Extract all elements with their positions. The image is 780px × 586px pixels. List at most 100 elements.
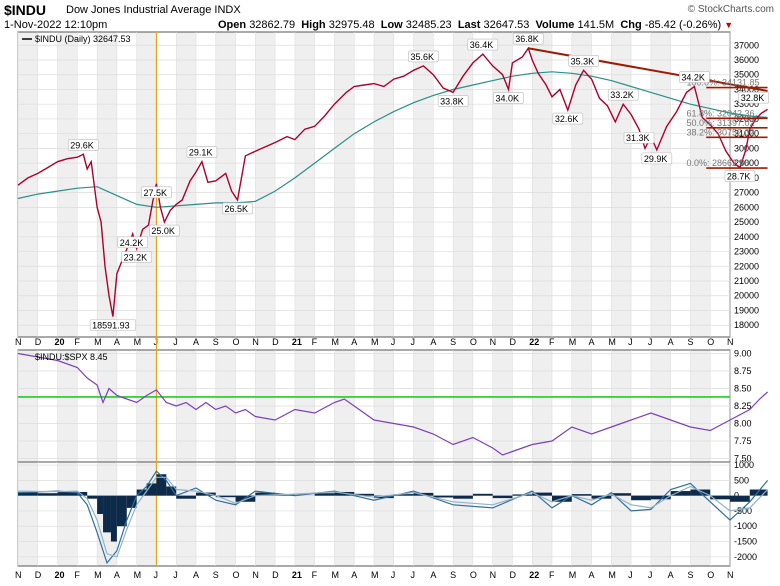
- month-tick-label: N: [727, 337, 734, 347]
- month-tick-label: O: [707, 337, 714, 347]
- histogram-bar: [136, 489, 147, 496]
- month-tick-label: J: [648, 570, 653, 580]
- price-ytick-label: 20000: [734, 291, 759, 301]
- month-tick-label: M: [371, 570, 379, 580]
- month-tick-label: M: [331, 337, 339, 347]
- price-ytick-label: 36000: [734, 55, 759, 65]
- price-annotation-box: [512, 32, 544, 45]
- month-tick-label: J: [173, 337, 178, 347]
- low-label: Low: [380, 19, 403, 31]
- fib-level-label: 38.2%: 30752.02: [686, 127, 754, 137]
- histogram-bar: [571, 494, 592, 496]
- price-shade-band: [453, 32, 473, 337]
- symbol-label: $INDU: [4, 2, 47, 18]
- price-shade-band: [57, 32, 78, 337]
- month-tick-label: N: [15, 337, 22, 347]
- price-shade-band: [611, 32, 632, 337]
- price-annotation-box: [141, 186, 172, 199]
- oscillator-shade-band: [690, 462, 711, 566]
- price-annotation-label: 23.2K: [124, 253, 148, 263]
- price-ytick-label: 18000: [734, 320, 759, 330]
- price-legend: $INDU (Daily) 32647.53: [35, 34, 131, 44]
- month-tick-label: N: [252, 337, 258, 347]
- price-ytick-label: 27000: [734, 188, 759, 198]
- price-annotation-label: 29.1K: [189, 148, 213, 158]
- month-tick-label: D: [272, 570, 279, 580]
- histogram-bar: [156, 474, 167, 496]
- price-shade-band: [374, 32, 394, 337]
- volume-value: 141.5M: [577, 19, 615, 31]
- high-label: High: [301, 19, 326, 31]
- month-tick-label: A: [589, 570, 595, 580]
- price-ytick-label: 37000: [734, 40, 759, 50]
- month-tick-label: S: [213, 337, 219, 347]
- month-tick-label: 21: [292, 337, 302, 347]
- price-shade-band: [571, 32, 592, 337]
- price-annotation-label: 36.8K: [515, 34, 539, 44]
- month-tick-label: J: [628, 570, 633, 580]
- price-annotation-box: [552, 112, 584, 125]
- price-annotation-label: 18591.93: [92, 320, 130, 330]
- oscillator-shade-band: [532, 462, 552, 566]
- histogram-bar: [176, 495, 196, 499]
- ratio-ytick-label: 8.25: [734, 401, 752, 411]
- histogram-bar: [255, 492, 276, 496]
- histogram-bar: [97, 495, 104, 514]
- down-arrow-icon: ▼: [724, 20, 734, 30]
- ratio-ytick-label: 7.75: [734, 436, 752, 446]
- price-annotation-box: [679, 71, 710, 83]
- price-shade-band: [294, 32, 315, 337]
- month-tick-label: A: [430, 337, 436, 347]
- histogram-bar: [354, 493, 374, 496]
- volume-label: Volume: [535, 19, 575, 31]
- price-ytick-label: 22000: [734, 261, 759, 271]
- price-line: [17, 46, 768, 317]
- trendline: [528, 47, 768, 92]
- price-annotation-label: 35.6K: [410, 52, 434, 62]
- month-tick-label: J: [391, 570, 396, 580]
- price-annotation-label: 29.6K: [70, 140, 94, 150]
- oscillator-shade-band: [215, 462, 236, 566]
- price-annotation-label: 31.3K: [626, 133, 650, 143]
- month-tick-label: D: [509, 570, 516, 580]
- brand-watermark: © StockCharts.com: [687, 4, 774, 15]
- histogram-bar: [393, 494, 414, 496]
- month-tick-label: F: [74, 337, 80, 347]
- price-annotation-label: 25.0K: [151, 226, 175, 236]
- fib-level-label: 50.0%: 31397.02: [686, 118, 754, 128]
- month-tick-label: F: [549, 570, 555, 580]
- histogram-bar: [532, 492, 552, 496]
- oscillator-shade-band: [571, 462, 592, 566]
- price-ytick-label: 19000: [734, 305, 759, 315]
- price-ytick-label: 23000: [734, 247, 759, 257]
- histogram-bar: [215, 495, 236, 498]
- ratio-line: [17, 352, 768, 456]
- price-annotation-label: 32.8K: [741, 93, 765, 103]
- month-tick-label: 20: [55, 570, 65, 580]
- oscillator-shade-band: [255, 462, 276, 566]
- histogram-bar: [116, 495, 127, 527]
- month-tick-label: J: [628, 337, 633, 347]
- histogram-bar: [103, 495, 111, 533]
- month-tick-label: M: [608, 570, 616, 580]
- month-tick-label: F: [549, 337, 555, 347]
- oscillator-ytick-label: -1000: [734, 521, 757, 531]
- fib-level-label: 0.0%: 28662.86: [686, 158, 749, 168]
- month-tick-label: A: [193, 570, 199, 580]
- histogram-bar: [126, 495, 137, 508]
- price-annotation-label: 35.3K: [571, 56, 595, 66]
- price-shade-band: [136, 32, 157, 337]
- high-value: 32975.48: [328, 19, 375, 31]
- oscillator-shade-band: [334, 462, 355, 566]
- price-annotation-box: [89, 319, 137, 331]
- histogram-bar: [710, 495, 730, 500]
- oscillator-shade-band: [650, 462, 671, 566]
- month-tick-label: S: [450, 570, 456, 580]
- oscillator-shade-band: [136, 462, 157, 566]
- price-ytick-label: 33000: [734, 99, 759, 109]
- fib-level-label: 61.8%: 32042.36: [686, 108, 754, 118]
- month-tick-label: N: [490, 337, 497, 347]
- month-tick-label: S: [687, 337, 693, 347]
- price-ytick-label: 34000: [734, 84, 759, 94]
